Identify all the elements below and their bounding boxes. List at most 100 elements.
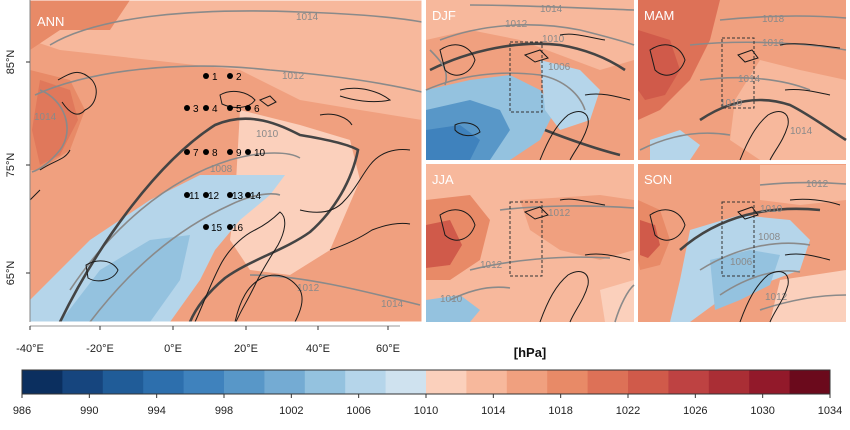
lat-axis: 85°N 75°N 65°N xyxy=(5,0,31,322)
stations: 1 2 3 4 5 6 7 8 9 10 11 12 13 14 15 16 xyxy=(184,72,266,234)
station-dot-10 xyxy=(245,149,251,155)
colorbar-tick-label: 1010 xyxy=(414,405,438,417)
isobar-label: 1014 xyxy=(790,126,813,137)
panel-ann: 1014 1012 1014 1010 1008 1012 1014 xyxy=(29,0,423,323)
panel-mam: 1018 1016 1014 1010 1014 xyxy=(638,0,847,161)
station-dot-3 xyxy=(184,105,190,111)
lon-tick-label: -40°E xyxy=(16,343,44,355)
station-dot-4 xyxy=(203,105,209,111)
isobar-label: 1010 xyxy=(542,34,565,45)
region-box xyxy=(509,201,543,277)
colorbar-swatch xyxy=(506,370,548,394)
isobar-label: 1006 xyxy=(730,257,753,268)
isobar-label: 1014 xyxy=(738,74,761,85)
colorbar-swatch xyxy=(466,370,508,394)
colorbar-swatch xyxy=(345,370,387,394)
station-dot-6 xyxy=(245,105,251,111)
panel-son: 1012 1010 1008 1006 1012 xyxy=(638,164,847,323)
station-dot-8 xyxy=(203,149,209,155)
colorbar-swatch xyxy=(789,370,831,394)
station-dot-12 xyxy=(203,192,209,198)
isobar-label: 1016 xyxy=(762,38,785,49)
station-label: 1 xyxy=(212,72,218,83)
isobar-label: 1010 xyxy=(256,129,279,140)
colorbar-swatch xyxy=(304,370,346,394)
station-dot-2 xyxy=(227,73,233,79)
station-dot-13 xyxy=(227,192,233,198)
isobar-label: 1014 xyxy=(34,112,57,123)
colorbar-tick-label: 998 xyxy=(215,405,233,417)
station-dot-15 xyxy=(203,224,209,230)
panel-jja: 1012 1012 1010 xyxy=(426,164,635,323)
region-box xyxy=(721,37,755,109)
colorbar-unit-label: [hPa] xyxy=(514,345,547,360)
colorbar xyxy=(21,369,831,395)
colorbar-swatch xyxy=(426,370,467,394)
station-dot-16 xyxy=(227,224,233,230)
lon-tick-label: -20°E xyxy=(86,343,114,355)
colorbar-swatch xyxy=(183,370,225,394)
lat-tick-label: 65°N xyxy=(5,261,17,286)
isobar-label: 1008 xyxy=(210,164,233,175)
station-label: 9 xyxy=(236,148,242,159)
colorbar-tick-label: 1002 xyxy=(279,405,303,417)
isobar-label: 1012 xyxy=(282,71,305,82)
station-label: 15 xyxy=(211,223,223,234)
isobar-label: 1010 xyxy=(440,294,463,305)
colorbar-tick-label: 1026 xyxy=(683,405,707,417)
colorbar-tick-label: 1006 xyxy=(346,405,370,417)
colorbar-swatch xyxy=(22,370,63,394)
colorbar-tick-label: 1022 xyxy=(616,405,640,417)
lat-tick-label: 85°N xyxy=(5,50,17,75)
colorbar-swatch xyxy=(385,370,427,394)
isobar-label: 1012 xyxy=(548,208,571,219)
isobar-label: 1012 xyxy=(806,179,829,190)
station-label: 14 xyxy=(250,191,262,202)
region-box xyxy=(509,41,543,113)
station-label: 10 xyxy=(254,148,266,159)
isobar-label: 1014 xyxy=(296,12,319,23)
station-label: 4 xyxy=(212,104,218,115)
colorbar-swatch xyxy=(102,370,144,394)
panel-label-djf: DJF xyxy=(432,8,456,23)
station-label: 2 xyxy=(236,72,242,83)
region-box xyxy=(721,201,755,277)
isobar-label: 1014 xyxy=(540,4,563,15)
isobar-label: 1014 xyxy=(381,299,404,310)
station-dot-14 xyxy=(245,192,251,198)
colorbar-swatch xyxy=(547,370,589,394)
station-label: 8 xyxy=(212,148,218,159)
isobar-label: 1012 xyxy=(297,283,320,294)
colorbar-swatch xyxy=(587,370,629,394)
isobar-label: 1008 xyxy=(758,232,781,243)
colorbar-tick-label: 1018 xyxy=(548,405,572,417)
station-label: 5 xyxy=(236,104,242,115)
colorbar-swatch xyxy=(143,370,185,394)
isobar-label: 1018 xyxy=(762,14,785,25)
isobar-label: 1012 xyxy=(480,260,503,271)
station-label: 13 xyxy=(232,191,244,202)
colorbar-swatch xyxy=(628,370,669,394)
isobar-label: 1006 xyxy=(548,62,571,73)
colorbar-tick-label: 1014 xyxy=(481,405,505,417)
colorbar-ticks: 986 990 994 998 1002 1006 1010 1014 1018 1022 1026… xyxy=(13,394,842,417)
panel-label-jja: JJA xyxy=(432,172,454,187)
colorbar-tick-label: 1034 xyxy=(818,405,842,417)
colorbar-tick-label: 990 xyxy=(80,405,98,417)
station-dot-11 xyxy=(184,192,190,198)
panel-label-son: SON xyxy=(644,172,672,187)
lon-tick-label: 60°E xyxy=(376,343,400,355)
colorbar-tick-label: 1030 xyxy=(750,405,774,417)
panel-djf: 1014 1012 1010 1006 xyxy=(425,0,635,161)
panel-label-mam: MAM xyxy=(644,8,674,23)
isobar-label: 1012 xyxy=(765,292,788,303)
panel-label-ann: ANN xyxy=(37,14,64,29)
lon-tick-label: 0°E xyxy=(164,343,182,355)
station-label: 12 xyxy=(208,191,220,202)
lat-tick-label: 75°N xyxy=(5,153,17,178)
colorbar-swatch xyxy=(708,370,750,394)
isobar-label: 1010 xyxy=(760,204,783,215)
colorbar-swatch xyxy=(668,370,710,394)
station-label: 11 xyxy=(189,191,200,202)
